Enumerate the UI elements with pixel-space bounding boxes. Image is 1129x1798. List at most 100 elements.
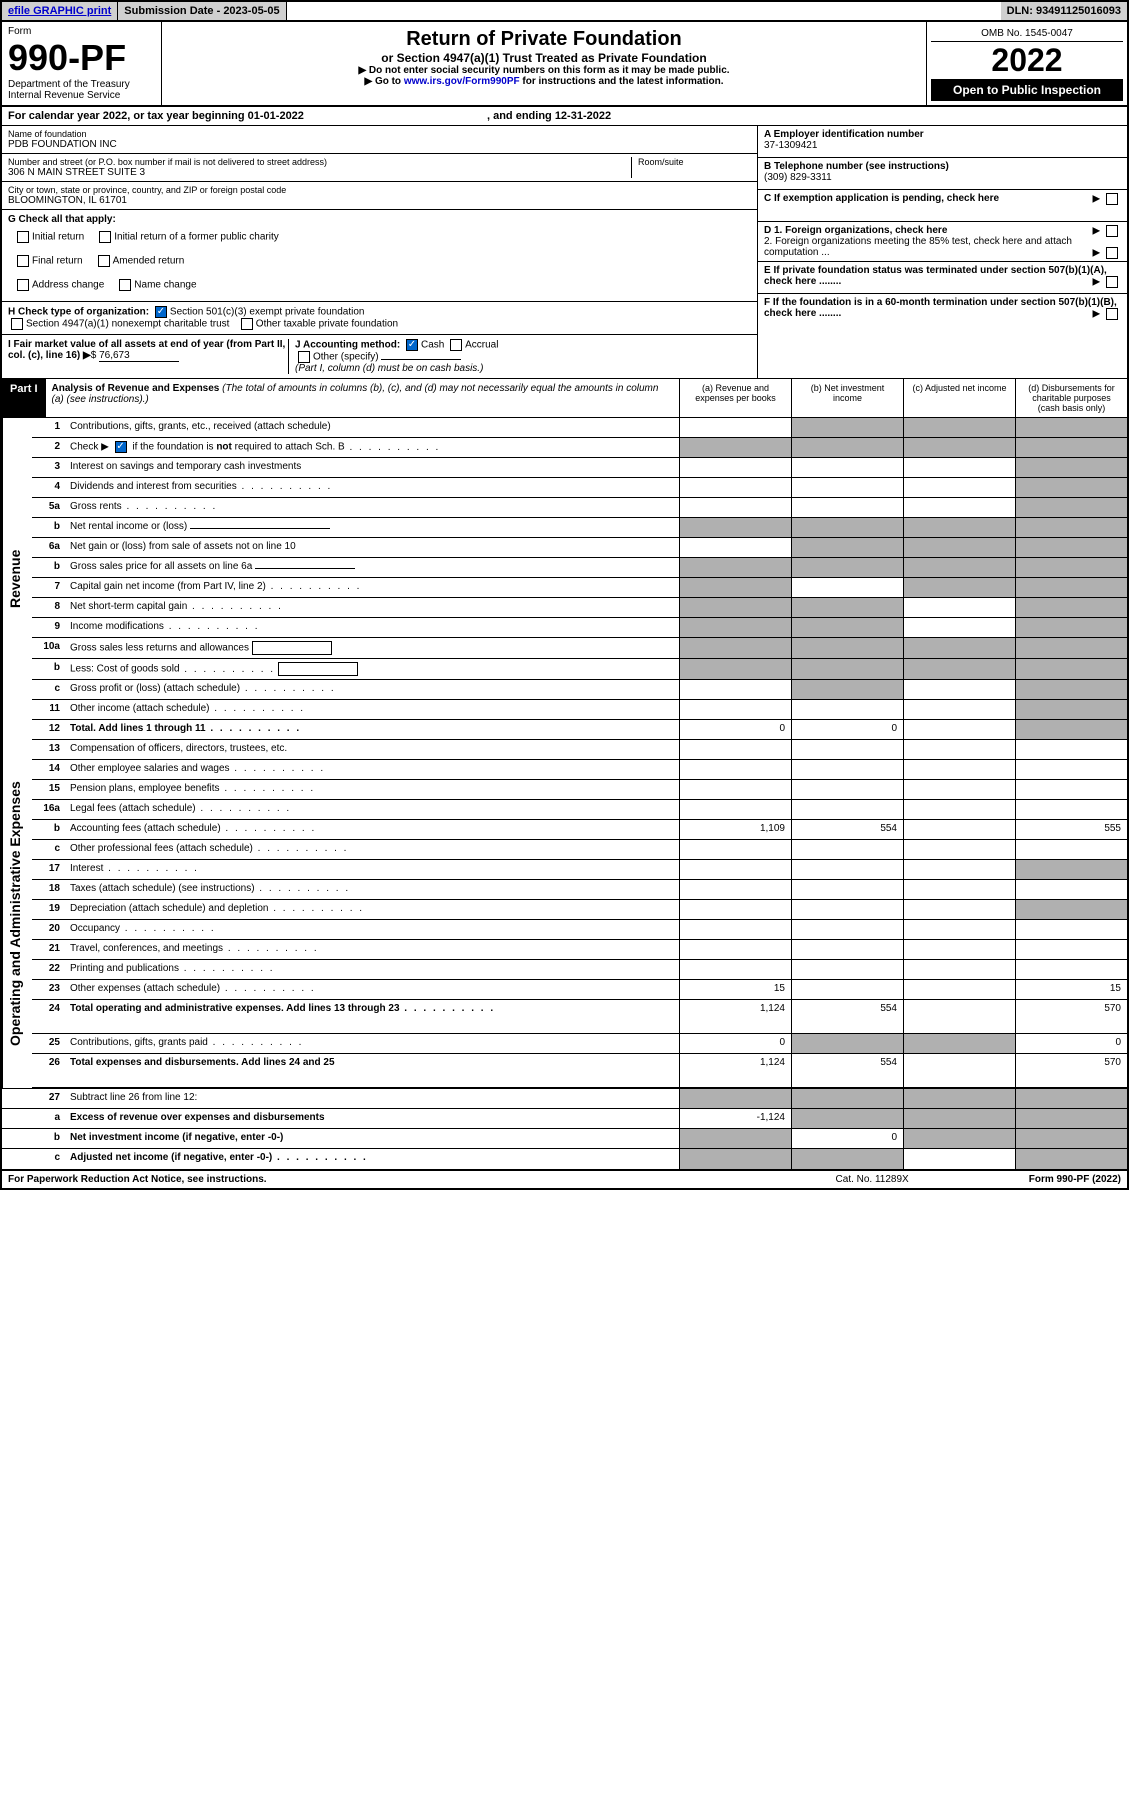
line-15: 15Pension plans, employee benefits bbox=[32, 780, 1127, 800]
line-16a: 16aLegal fees (attach schedule) bbox=[32, 800, 1127, 820]
schb-checkbox[interactable] bbox=[115, 441, 127, 453]
calendar-year: For calendar year 2022, or tax year begi… bbox=[2, 105, 1127, 126]
instr-1: ▶ Do not enter social security numbers o… bbox=[168, 65, 920, 76]
dept-label: Department of the Treasury bbox=[8, 79, 155, 90]
501c3-checkbox[interactable] bbox=[155, 306, 167, 318]
section-f: F If the foundation is in a 60-month ter… bbox=[758, 294, 1127, 326]
line-25: 25Contributions, gifts, grants paid00 bbox=[32, 1034, 1127, 1054]
line-2: 2Check ▶ if the foundation is not requir… bbox=[32, 438, 1127, 458]
line-4: 4Dividends and interest from securities bbox=[32, 478, 1127, 498]
status-terminated-checkbox[interactable] bbox=[1106, 276, 1118, 288]
fmv-value: 76,673 bbox=[99, 350, 179, 362]
initial-return-checkbox[interactable] bbox=[17, 231, 29, 243]
omb-number: OMB No. 1545-0047 bbox=[931, 26, 1123, 42]
exemption-pending-checkbox[interactable] bbox=[1106, 193, 1118, 205]
tax-year: 2022 bbox=[931, 42, 1123, 79]
irs-label: Internal Revenue Service bbox=[8, 90, 155, 101]
top-bar: efile GRAPHIC print Submission Date - 20… bbox=[2, 2, 1127, 22]
part1-badge: Part I bbox=[2, 379, 46, 417]
line-6a: 6aNet gain or (loss) from sale of assets… bbox=[32, 538, 1127, 558]
other-taxable-checkbox[interactable] bbox=[241, 318, 253, 330]
foundation-address: 306 N MAIN STREET SUITE 3 bbox=[8, 167, 631, 178]
line-11: 11Other income (attach schedule) bbox=[32, 700, 1127, 720]
line-7: 7Capital gain net income (from Part IV, … bbox=[32, 578, 1127, 598]
revenue-side-label: Revenue bbox=[2, 418, 32, 740]
line-20: 20Occupancy bbox=[32, 920, 1127, 940]
60month-checkbox[interactable] bbox=[1106, 308, 1118, 320]
final-return-checkbox[interactable] bbox=[17, 255, 29, 267]
col-a-header: (a) Revenue and expenses per books bbox=[679, 379, 791, 417]
part1-title: Analysis of Revenue and Expenses bbox=[52, 383, 220, 394]
section-ij: I Fair market value of all assets at end… bbox=[2, 335, 757, 378]
line-24: 24Total operating and administrative exp… bbox=[32, 1000, 1127, 1034]
section-d: D 1. Foreign organizations, check here ▶… bbox=[758, 222, 1127, 262]
line-26: 26Total expenses and disbursements. Add … bbox=[32, 1054, 1127, 1088]
phone-value: (309) 829-3311 bbox=[764, 172, 1121, 183]
other-method-checkbox[interactable] bbox=[298, 351, 310, 363]
foreign-org-checkbox[interactable] bbox=[1106, 225, 1118, 237]
section-g: G Check all that apply: Initial return I… bbox=[2, 210, 757, 302]
line-10a: 10aGross sales less returns and allowanc… bbox=[32, 638, 1127, 659]
address-row: Number and street (or P.O. box number if… bbox=[2, 154, 757, 182]
line-9: 9Income modifications bbox=[32, 618, 1127, 638]
line-27c: cAdjusted net income (if negative, enter… bbox=[2, 1149, 1127, 1169]
line-6b: bGross sales price for all assets on lin… bbox=[32, 558, 1127, 578]
line-17: 17Interest bbox=[32, 860, 1127, 880]
foundation-name-row: Name of foundation PDB FOUNDATION INC bbox=[2, 126, 757, 154]
line-1: 1Contributions, gifts, grants, etc., rec… bbox=[32, 418, 1127, 438]
line-5b: bNet rental income or (loss) bbox=[32, 518, 1127, 538]
section-h: H Check type of organization: Section 50… bbox=[2, 302, 757, 335]
amended-return-checkbox[interactable] bbox=[98, 255, 110, 267]
line-12: 12Total. Add lines 1 through 1100 bbox=[32, 720, 1127, 740]
paperwork-notice: For Paperwork Reduction Act Notice, see … bbox=[8, 1174, 267, 1185]
line-19: 19Depreciation (attach schedule) and dep… bbox=[32, 900, 1127, 920]
form-footer-id: Form 990-PF (2022) bbox=[1029, 1174, 1121, 1185]
dln: DLN: 93491125016093 bbox=[1001, 2, 1127, 20]
line-3: 3Interest on savings and temporary cash … bbox=[32, 458, 1127, 478]
efile-link[interactable]: efile GRAPHIC print bbox=[8, 5, 111, 17]
line-13: 13Compensation of officers, directors, t… bbox=[32, 740, 1127, 760]
instr-2: ▶ Go to www.irs.gov/Form990PF for instru… bbox=[168, 76, 920, 87]
form-header: Form 990-PF Department of the Treasury I… bbox=[2, 22, 1127, 105]
foreign-85-checkbox[interactable] bbox=[1106, 247, 1118, 259]
line-10c: cGross profit or (loss) (attach schedule… bbox=[32, 680, 1127, 700]
col-c-header: (c) Adjusted net income bbox=[903, 379, 1015, 417]
col-b-header: (b) Net investment income bbox=[791, 379, 903, 417]
line-21: 21Travel, conferences, and meetings bbox=[32, 940, 1127, 960]
line-14: 14Other employee salaries and wages bbox=[32, 760, 1127, 780]
section-e: E If private foundation status was termi… bbox=[758, 262, 1127, 294]
cash-checkbox[interactable] bbox=[406, 339, 418, 351]
irs-link[interactable]: www.irs.gov/Form990PF bbox=[404, 76, 520, 87]
col-d-header: (d) Disbursements for charitable purpose… bbox=[1015, 379, 1127, 417]
line-16b: bAccounting fees (attach schedule)1,1095… bbox=[32, 820, 1127, 840]
room-label: Room/suite bbox=[638, 157, 751, 167]
line-16c: cOther professional fees (attach schedul… bbox=[32, 840, 1127, 860]
form-label: Form bbox=[8, 26, 155, 37]
part1-header-row: Part I Analysis of Revenue and Expenses … bbox=[2, 378, 1127, 418]
address-change-checkbox[interactable] bbox=[17, 279, 29, 291]
line-27b: bNet investment income (if negative, ent… bbox=[2, 1129, 1127, 1149]
line-22: 22Printing and publications bbox=[32, 960, 1127, 980]
phone-row: B Telephone number (see instructions) (3… bbox=[758, 158, 1127, 190]
section-c: C If exemption application is pending, c… bbox=[758, 190, 1127, 222]
accrual-checkbox[interactable] bbox=[450, 339, 462, 351]
form-number: 990-PF bbox=[8, 37, 155, 79]
line-27a: aExcess of revenue over expenses and dis… bbox=[2, 1109, 1127, 1129]
line-8: 8Net short-term capital gain bbox=[32, 598, 1127, 618]
page-footer: For Paperwork Reduction Act Notice, see … bbox=[2, 1169, 1127, 1188]
cat-no: Cat. No. 11289X bbox=[836, 1174, 909, 1185]
foundation-city: BLOOMINGTON, IL 61701 bbox=[8, 195, 751, 206]
name-change-checkbox[interactable] bbox=[119, 279, 131, 291]
initial-former-checkbox[interactable] bbox=[99, 231, 111, 243]
foundation-name: PDB FOUNDATION INC bbox=[8, 139, 751, 150]
submission-date: Submission Date - 2023-05-05 bbox=[118, 2, 286, 20]
line-10b: bLess: Cost of goods sold bbox=[32, 659, 1127, 680]
line-5a: 5aGross rents bbox=[32, 498, 1127, 518]
ein-row: A Employer identification number 37-1309… bbox=[758, 126, 1127, 158]
form-title: Return of Private Foundation bbox=[168, 28, 920, 51]
line-23: 23Other expenses (attach schedule)1515 bbox=[32, 980, 1127, 1000]
expenses-side-label: Operating and Administrative Expenses bbox=[2, 740, 32, 1088]
4947a1-checkbox[interactable] bbox=[11, 318, 23, 330]
ein-value: 37-1309421 bbox=[764, 140, 1121, 151]
city-row: City or town, state or province, country… bbox=[2, 182, 757, 210]
